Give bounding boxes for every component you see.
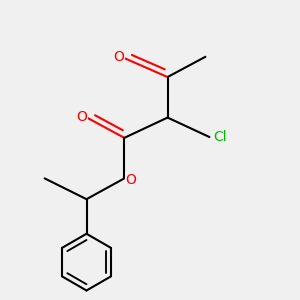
- Text: O: O: [113, 50, 124, 64]
- Text: O: O: [76, 110, 87, 124]
- Text: O: O: [126, 173, 136, 187]
- Text: Cl: Cl: [213, 130, 226, 144]
